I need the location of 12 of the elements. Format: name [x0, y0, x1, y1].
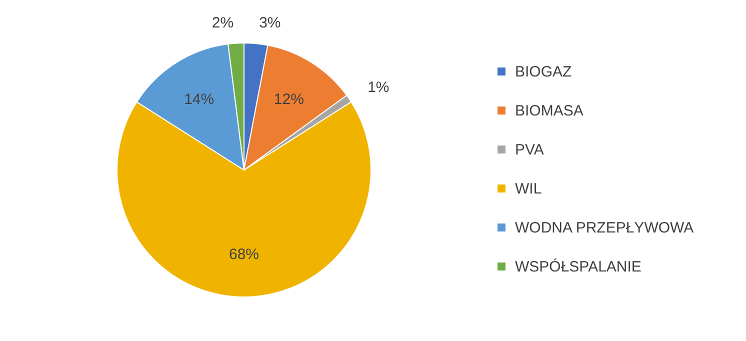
data-label: 3% — [259, 14, 281, 32]
data-label: 12% — [274, 91, 304, 108]
data-label: 1% — [368, 78, 390, 96]
data-label: 68% — [228, 246, 260, 263]
legend-label: WODNA PRZEPŁYWOWA — [515, 220, 694, 236]
legend-label: WIL — [515, 180, 542, 198]
data-label: 14% — [184, 91, 214, 108]
legend-label: PVA — [515, 142, 544, 158]
data-label: 2% — [212, 14, 234, 32]
legend-label: BIOMASA — [515, 102, 584, 120]
legend-label: WSPÓŁSPALANIE — [515, 258, 642, 276]
legend-label: BIOGAZ — [515, 64, 572, 80]
